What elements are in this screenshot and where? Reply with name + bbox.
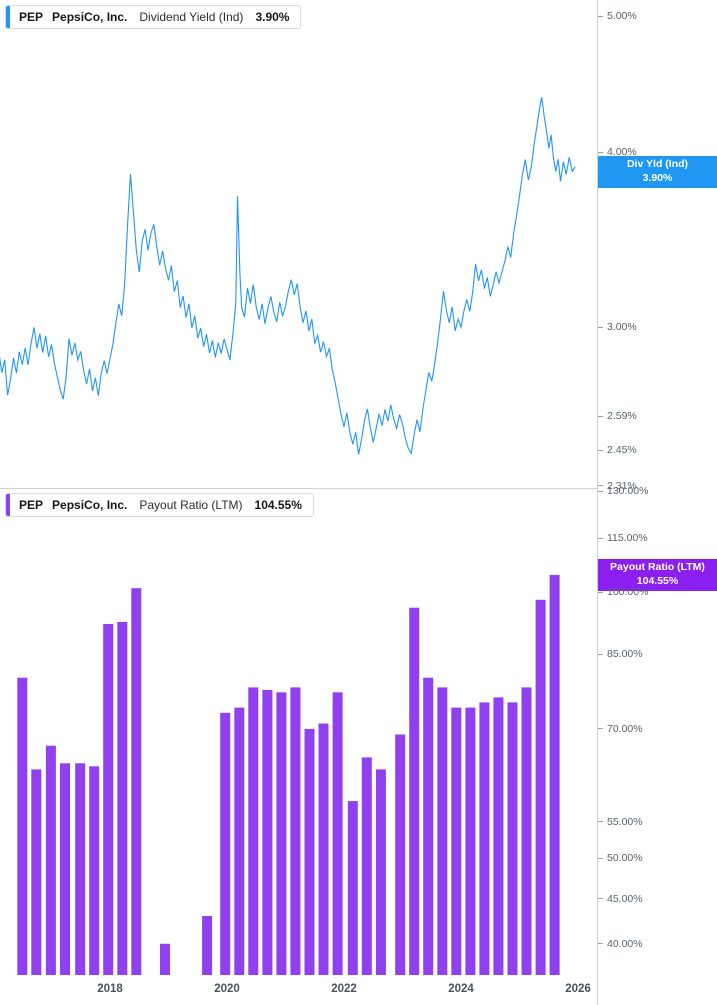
payout-ratio-bar[interactable] xyxy=(423,677,434,975)
series-color-accent-purple xyxy=(6,494,10,516)
x-axis-year-label: 2018 xyxy=(97,983,123,995)
payout-ratio-bar[interactable] xyxy=(549,574,560,975)
dividend-yield-series-line xyxy=(0,97,576,455)
payout-ratio-bar[interactable] xyxy=(409,607,420,975)
dividend-yield-line-chart[interactable] xyxy=(0,0,597,488)
y-axis-tick-label: 115.00% xyxy=(598,532,648,544)
y-axis-tick-label: 55.00% xyxy=(598,816,643,828)
payout-ratio-bar[interactable] xyxy=(262,689,273,975)
payout-ratio-bar[interactable] xyxy=(304,728,315,975)
x-axis-year-label: 2020 xyxy=(214,983,240,995)
badge-value: 3.90% xyxy=(642,171,673,184)
payout-ratio-bar[interactable] xyxy=(521,687,532,975)
last-value-badge-div-yld: Div Yld (Ind) 3.90% xyxy=(598,155,717,188)
payout-ratio-bar[interactable] xyxy=(248,687,259,975)
badge-value: 104.55% xyxy=(636,574,679,587)
payout-ratio-bar[interactable] xyxy=(395,734,406,976)
payout-ratio-bar-chart[interactable] xyxy=(0,488,597,975)
metric-name: Payout Ratio (LTM) xyxy=(139,498,243,512)
payout-ratio-bar[interactable] xyxy=(332,692,343,975)
y-axis-tick-label: 70.00% xyxy=(598,723,643,735)
payout-ratio-bar[interactable] xyxy=(131,588,142,975)
y-axis-tick-label: 85.00% xyxy=(598,648,643,660)
x-axis-year-label: 2024 xyxy=(448,983,474,995)
payout-ratio-bar[interactable] xyxy=(347,801,358,975)
y-axis-tick-label: 100.00% xyxy=(598,586,648,598)
time-axis: 2018 2020 2022 2024 2026 xyxy=(0,975,597,1005)
y-axis-tick-label: 130.00% xyxy=(598,485,648,497)
payout-ratio-bar[interactable] xyxy=(220,712,231,975)
y-axis-tick-label: 2.59% xyxy=(598,410,637,422)
payout-ratio-bar[interactable] xyxy=(507,702,518,975)
x-axis-year-label: 2022 xyxy=(331,983,357,995)
last-value-badge-payout-ratio: Payout Ratio (LTM) 104.55% xyxy=(598,558,717,591)
y-axis-tick-label: 3.00% xyxy=(598,321,637,333)
metric-name: Dividend Yield (Ind) xyxy=(139,10,244,24)
payout-ratio-bar[interactable] xyxy=(103,624,114,975)
ticker-symbol: PEP xyxy=(19,10,44,24)
y-axis-tick-label: 2.45% xyxy=(598,444,637,456)
right-price-axis: Div Yld (Ind) 3.90% Payout Ratio (LTM) 1… xyxy=(597,0,717,1005)
payout-ratio-bar[interactable] xyxy=(117,621,128,975)
y-axis-tick-label: 45.00% xyxy=(598,893,643,905)
panel-divider xyxy=(0,488,717,489)
payout-ratio-bar[interactable] xyxy=(493,697,504,975)
badge-label: Payout Ratio (LTM) xyxy=(610,561,705,574)
payout-ratio-bar[interactable] xyxy=(276,692,287,975)
payout-ratio-bar[interactable] xyxy=(361,757,372,975)
payout-ratio-bar[interactable] xyxy=(17,677,28,975)
payout-ratio-bar[interactable] xyxy=(202,916,213,975)
payout-ratio-bar[interactable] xyxy=(75,763,86,975)
metric-value: 3.90% xyxy=(255,10,290,24)
series-color-accent-blue xyxy=(6,6,10,28)
legend-payout-ratio[interactable]: PEP PepsiCo, Inc. Payout Ratio (LTM) 104… xyxy=(5,493,314,517)
payout-ratio-bar[interactable] xyxy=(31,769,42,975)
company-name: PepsiCo, Inc. xyxy=(52,10,128,24)
payout-ratio-bar[interactable] xyxy=(234,707,245,975)
payout-ratio-bar[interactable] xyxy=(465,707,476,975)
y-axis-tick-label: 5.00% xyxy=(598,10,637,22)
payout-ratio-bar[interactable] xyxy=(160,943,170,975)
payout-ratio-bar[interactable] xyxy=(89,766,100,975)
payout-ratio-bar[interactable] xyxy=(451,707,462,975)
metric-value: 104.55% xyxy=(254,498,302,512)
y-axis-tick-label: 40.00% xyxy=(598,938,643,950)
payout-ratio-bar[interactable] xyxy=(290,687,301,975)
payout-ratio-bar[interactable] xyxy=(60,763,70,975)
y-axis-tick-label: 4.00% xyxy=(598,146,637,158)
legend-dividend-yield[interactable]: PEP PepsiCo, Inc. Dividend Yield (Ind) 3… xyxy=(5,5,302,29)
payout-ratio-bar[interactable] xyxy=(45,745,56,975)
payout-ratio-bar[interactable] xyxy=(479,702,490,975)
ticker-symbol: PEP xyxy=(19,498,44,512)
badge-label: Div Yld (Ind) xyxy=(626,157,689,170)
company-name: PepsiCo, Inc. xyxy=(52,498,128,512)
payout-ratio-bar[interactable] xyxy=(535,599,546,975)
x-axis-year-label: 2026 xyxy=(565,983,591,995)
payout-ratio-bar[interactable] xyxy=(318,723,329,976)
payout-ratio-bar[interactable] xyxy=(437,687,448,975)
y-axis-tick-label: 50.00% xyxy=(598,852,643,864)
payout-ratio-bar[interactable] xyxy=(375,769,386,975)
